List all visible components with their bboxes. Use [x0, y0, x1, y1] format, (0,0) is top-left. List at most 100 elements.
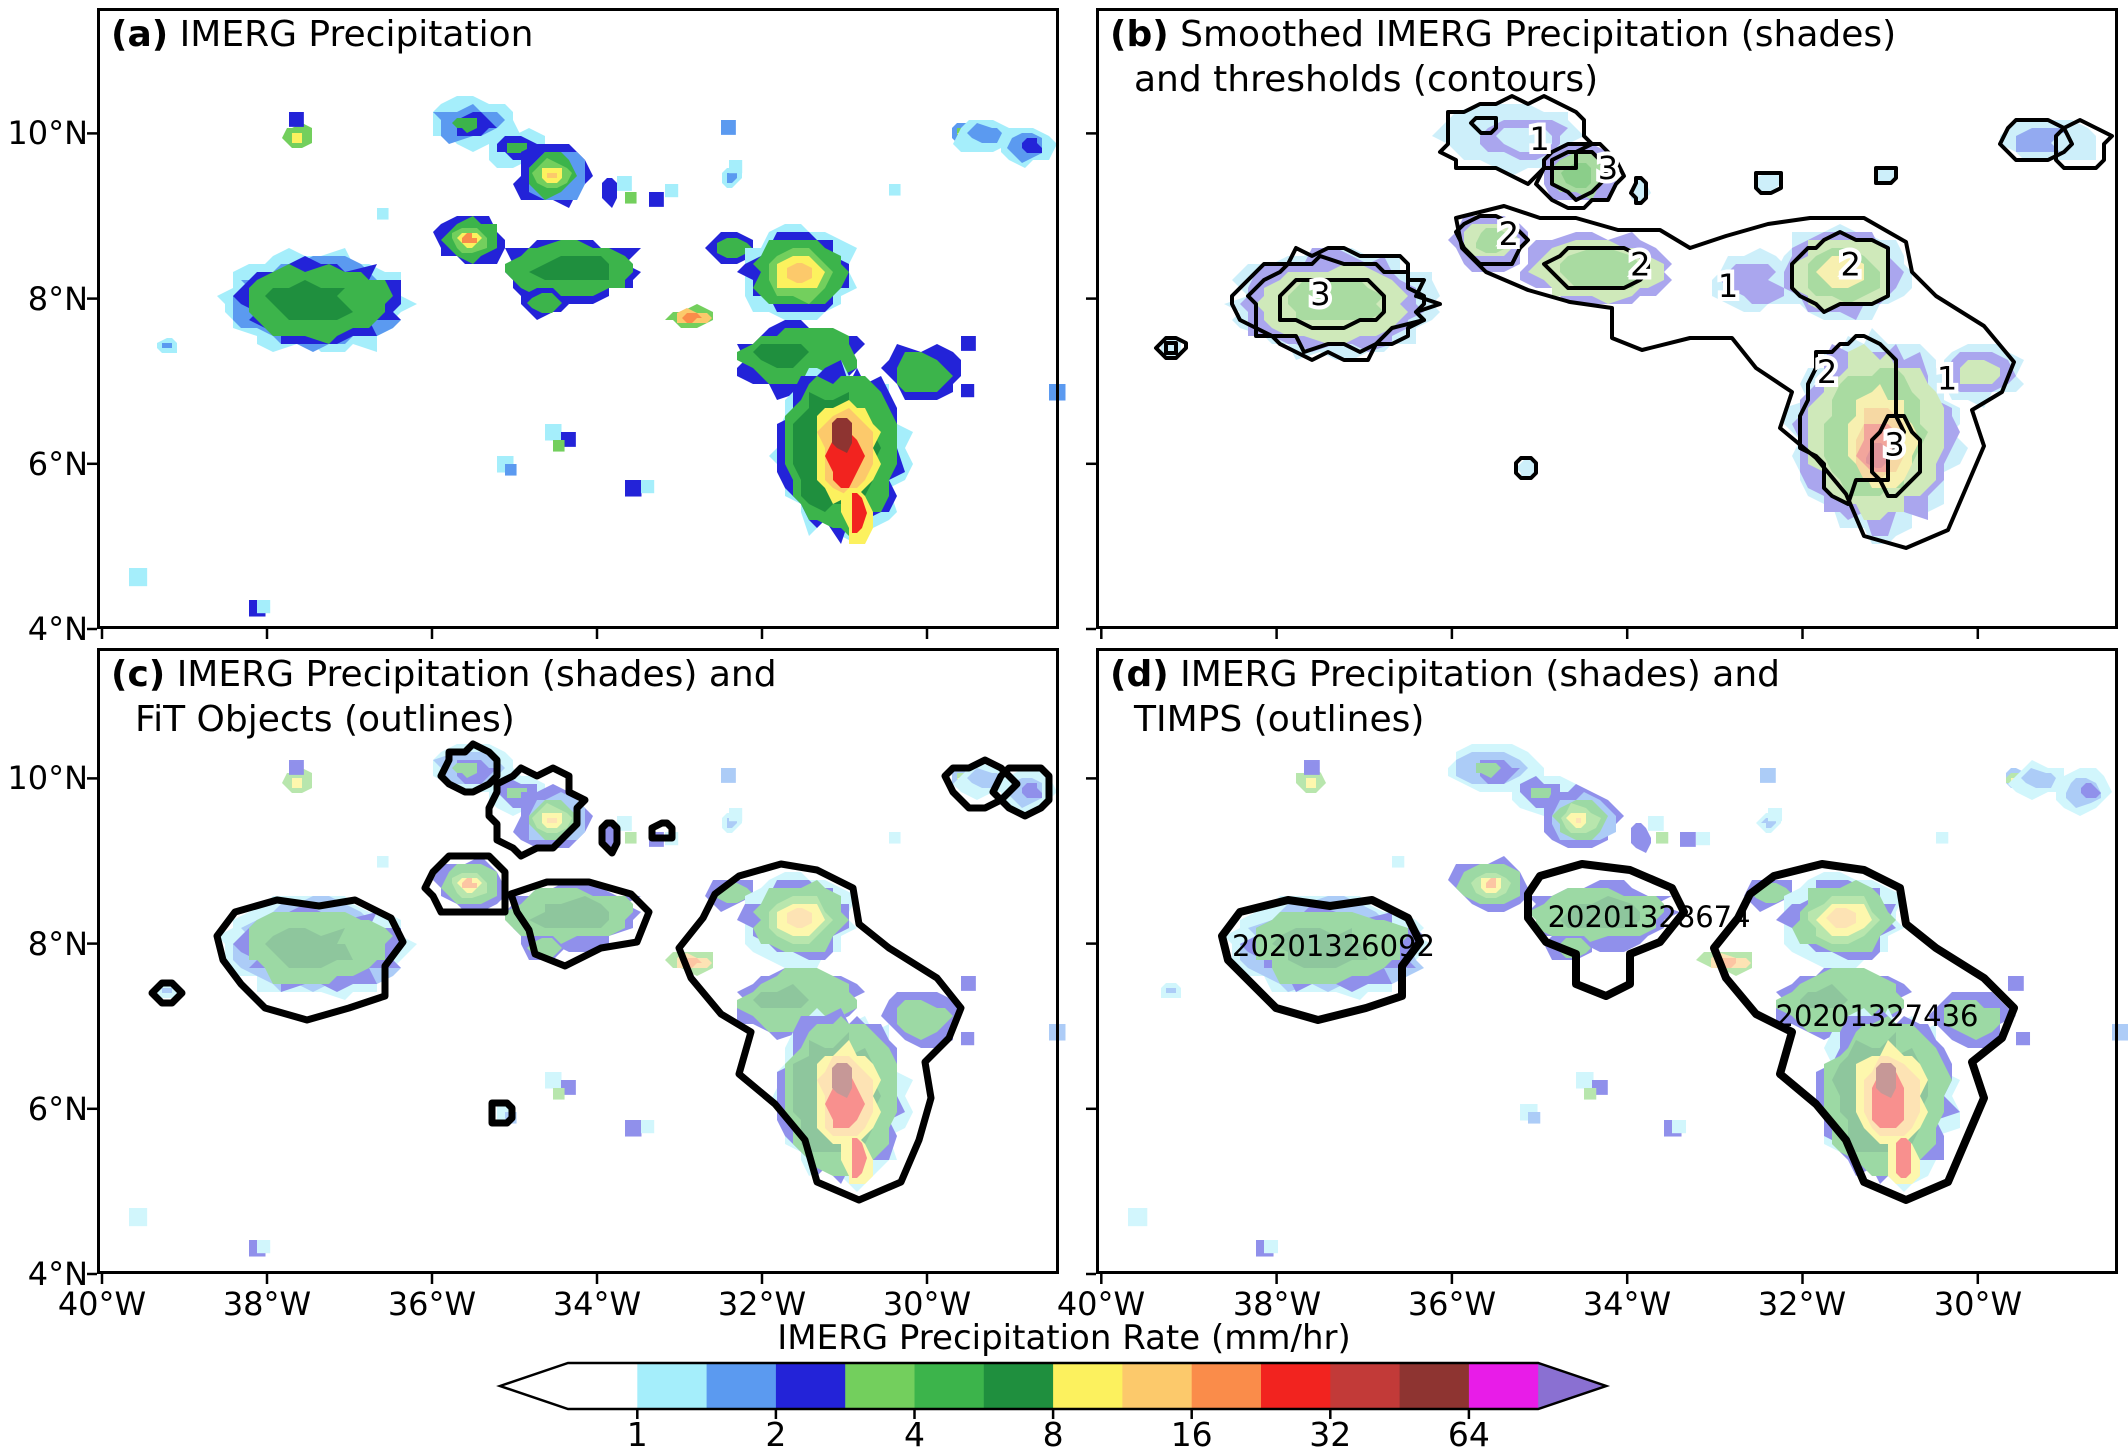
precip-layer-amber: [1826, 908, 1856, 928]
x-tick-label: 36°W: [387, 1285, 477, 1323]
x-tick-label: 34°W: [1582, 1285, 1672, 1323]
precip-layer-maroon: [1876, 1063, 1896, 1098]
precip-speck: [377, 208, 389, 220]
precip-layer-green: [452, 763, 477, 778]
precip-layer-g2: [1476, 228, 1506, 253]
colorbar: 1 2 4 8 16 32 64: [496, 1361, 1611, 1451]
colorbar-over-arrow: [1538, 1363, 1607, 1409]
precip-speck: [729, 808, 743, 822]
precip-layer-g2: [1560, 248, 1648, 288]
colorbar-segment-brick: [1330, 1363, 1401, 1409]
fit-outlines-ring: [488, 1099, 516, 1127]
precip-speck: [721, 120, 736, 135]
precip-layer-lav: [1720, 264, 1784, 304]
precip-layer-dkgreen: [753, 344, 809, 368]
precip-speck: [729, 160, 743, 174]
precip-speck: [289, 760, 304, 775]
colorbar-tick-label: 2: [765, 1415, 786, 1451]
precip-layer-cyan: [1496, 128, 1552, 152]
precip-layer-maroon: [832, 418, 852, 453]
precip-feature-tr-lobe2: [2056, 768, 2112, 816]
precip-layer-dkgreen: [529, 896, 609, 928]
y-tick-label: 8°N: [27, 925, 88, 963]
precip-layer-green: [897, 1000, 953, 1040]
fit-outlines-path-fit-south: [675, 860, 965, 1204]
precip-feature-band-arm: [521, 288, 569, 320]
colorbar-segment-ltblue: [706, 1363, 777, 1409]
panel-c: (c) IMERG Precipitation (shades) and FiT …: [87, 648, 1066, 1284]
precip-layer-orange: [462, 233, 477, 243]
precip-speck: [545, 424, 562, 441]
precip-speck: [289, 112, 304, 127]
y-tick-label: 6°N: [27, 445, 88, 483]
precip-feature-ne-arm: [1928, 992, 2016, 1048]
contour-label: 1: [1718, 267, 1738, 305]
threshold-contours-ring: [1164, 341, 1178, 355]
precip-layer-ltblue: [162, 343, 172, 348]
threshold-contours-ring: [1278, 278, 1386, 330]
colorbar-tick-label: 16: [1171, 1415, 1213, 1451]
fit-outlines-path-fit-central: [507, 878, 653, 970]
precip-feature-sliver: [1631, 823, 1651, 853]
panel-b: 1 3 2 2 3 2 1 2 1 3 (b) Smoothed IMERG Precipitati…: [1086, 8, 2118, 639]
timps-outlines-path-timps-south: [1710, 860, 2018, 1204]
threshold-contours-ring: [1550, 150, 1610, 202]
precip-feature-knot: [433, 856, 505, 912]
colorbar-segment-amber: [1122, 1363, 1193, 1409]
colorbar-tick-label: 4: [904, 1415, 925, 1451]
colorbar-segment-blue: [775, 1363, 846, 1409]
precip-speck: [665, 184, 679, 198]
timps-id-label: 20201327436: [1776, 999, 1979, 1033]
contour-label: 3: [1884, 426, 1904, 464]
precip-speck: [561, 1080, 576, 1095]
precip-speck: [625, 192, 637, 204]
fit-outlines-ring: [598, 819, 621, 857]
threshold-contours-ring: [1154, 336, 1188, 360]
panel-d: 20201326092 20201328674 20201327436 (d) IME…: [1086, 648, 2128, 1284]
precip-feature-central-band: [1528, 880, 1680, 952]
threshold-contours-ring: [1798, 334, 1906, 506]
precip-speck: [129, 568, 148, 587]
precip-layer-green: [1944, 1000, 2000, 1040]
threshold-contours-ring: [1998, 118, 2074, 162]
precip-layer-orange: [462, 878, 477, 888]
threshold-contours-path-level1-outer: [1454, 204, 2016, 550]
map-d: 20201326092 20201328674 20201327436: [1086, 648, 2128, 1284]
contour-label: 3: [1598, 149, 1618, 187]
y-tick-label: 10°N: [7, 114, 88, 152]
colorbar-title: IMERG Precipitation Rate (mm/hr): [777, 1318, 1351, 1358]
y-tick-label: 4°N: [27, 1255, 88, 1293]
map-a: [87, 8, 1066, 639]
contour-label: 2: [1841, 246, 1861, 284]
tick-marks: [1086, 132, 1980, 639]
map-c: [87, 648, 1066, 1284]
precip-speck: [649, 192, 664, 207]
threshold-contours-ring: [1629, 176, 1648, 205]
precip-speck: [257, 600, 271, 614]
precip-feature-bridge: [1712, 248, 1800, 312]
x-tick-label: 40°W: [57, 1285, 147, 1323]
contour-label: 2: [1499, 215, 1519, 253]
precip-layer-green: [507, 143, 527, 153]
precip-feature-north-blob: [513, 144, 593, 208]
precip-layer-red: [852, 493, 867, 533]
precip-layer-cyan: [1876, 168, 1896, 183]
precip-speck: [721, 768, 736, 783]
precip-speck: [1760, 768, 1776, 783]
precip-speck: [1392, 856, 1405, 868]
precip-speck: [889, 184, 901, 196]
precip-feature-west-blob: [1224, 896, 1432, 1000]
colorbar-segment-yellow: [1053, 1363, 1123, 1409]
threshold-contours-ring: [1874, 166, 1898, 185]
precip-speck: [1128, 1208, 1148, 1227]
precip-layer-g2: [1288, 280, 1384, 320]
precip-feature-tr-lobe1: [2008, 760, 2064, 800]
precip-layer-dkgreen: [753, 984, 809, 1008]
precip-feature-band-west: [433, 96, 521, 152]
precip-feature-streak: [665, 304, 713, 328]
fit-outlines: [148, 740, 1053, 1204]
precip-layer-ltblue: [727, 173, 737, 183]
precip-speck: [1680, 832, 1696, 847]
precip-speck: [641, 1120, 655, 1134]
colorbar-tick-label: 8: [1043, 1415, 1064, 1451]
